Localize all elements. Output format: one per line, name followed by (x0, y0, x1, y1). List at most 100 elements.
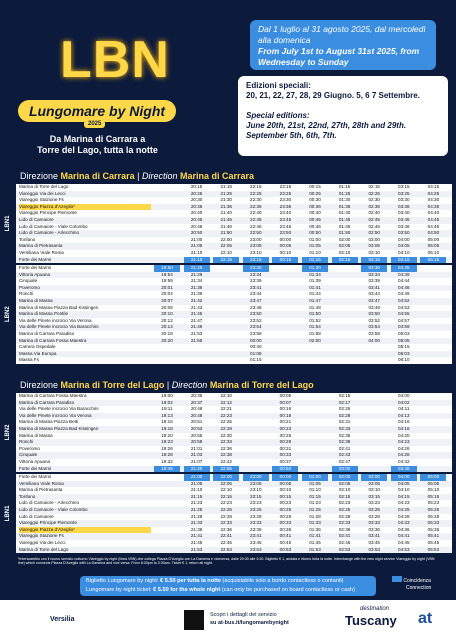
label-en: Direction (171, 380, 208, 390)
stop-name: Marina di Massa Pontile (19, 311, 69, 317)
footer: Versilia Scopri i dettagli del servizio … (0, 600, 456, 640)
departure-time: 22:00 (220, 236, 232, 242)
departure-time: 00:07 (279, 399, 292, 405)
timetable: Forte dei Marmi 21:00 22:00 23:00 00:00 01:00… (16, 474, 452, 554)
departure-time: 01:48 (309, 304, 321, 310)
timetable-row: Viareggio Piazza d'Azeglio* 21:36 22:36 23:… (16, 526, 452, 534)
departure-time: 01:15 (338, 184, 351, 189)
timetable-row: Massa Fs 01:15 06:10 (16, 357, 452, 364)
departure-time: 00:15 (279, 493, 292, 499)
timetable-row: Viareggio Via dei Lecci 21:45 22:45 23:45 00… (16, 540, 452, 547)
departure-time: 02:05 (338, 243, 351, 249)
timetable-row: Via delle Pinete incrocio Via Verona 19:1… (16, 412, 452, 420)
ticket-en: Lungomare by night ticket: € 5.50 for th… (86, 586, 370, 595)
stop-name: Marina di Carrara Paradiso (19, 399, 75, 405)
timetable-row: Marina di Torre del Lago 21:53 22:53 23:53 0… (16, 546, 452, 554)
stop-name: Via delle Pinete incrocio Via Baracchini (19, 406, 99, 412)
departure-time: 04:59 (398, 324, 410, 330)
departure-time: 04:28 (398, 452, 410, 458)
departure-time: 23:58 (250, 331, 262, 336)
departure-time: 21:25 (183, 265, 210, 272)
timetable-row: Via delle Pinete incrocio Via Baracchini… (16, 406, 452, 413)
departure-time: 23:40 (279, 210, 292, 216)
timetable-row: Ronchi 20:04 21:39 23:44 01:44 03:44 04:49 (16, 291, 452, 298)
timetable-row: Lido di Camaiore 21:28 22:28 23:28 00:28 01:2… (16, 513, 452, 521)
departure-time: 22:45 (250, 217, 262, 222)
timetable-row: Lido di Camaiore - Arlecchino 20:50 21:50 2… (16, 230, 452, 237)
departure-time: 23:10 (250, 487, 262, 493)
price: € 5.50 for the whole night (153, 587, 221, 593)
departure-time: 00:30 (309, 197, 321, 203)
departure-time: 20:25 (190, 190, 203, 196)
stop-name: Poveromo (19, 445, 40, 451)
departure-time: 22:21 (220, 406, 232, 412)
departure-time: 01:36 (338, 203, 351, 209)
departure-time: 19:26 (161, 445, 173, 451)
departure-time: 00:50 (309, 230, 321, 236)
legend-it: Coincidenza (403, 578, 431, 584)
departure-time: 01:10 (309, 250, 321, 255)
departure-time: 00:15 (309, 184, 321, 189)
departure-time: 22:53 (220, 546, 232, 552)
departure-time: 03:25 (398, 190, 410, 196)
departure-time: 05:45 (427, 540, 440, 545)
departure-time: 02:10 (338, 250, 351, 255)
departure-time: 00:37 (279, 459, 292, 464)
departure-time: 05:25 (427, 507, 440, 512)
logo-text: Versilia (50, 616, 75, 623)
departure-time: 23:00 (242, 474, 269, 481)
section-title: Direzione Marina di Torre del Lago | Dir… (0, 379, 456, 391)
departure-time: 04:18 (398, 426, 410, 431)
departure-time: 21:50 (220, 230, 232, 236)
departure-time: 04:35 (390, 265, 417, 272)
departure-time: 20:46 (190, 223, 203, 229)
departure-time: 03:15 (361, 256, 388, 264)
stop-name: Via delle Pinete incrocio Via Verona (19, 412, 92, 418)
url: su at-bus.it/lungomarebynight (210, 620, 289, 626)
line-label: LBN1 (2, 474, 14, 554)
stop-name: Marina di Carrara Fossa Maestra (19, 337, 87, 343)
stop-name: Via delle Pinete incrocio Via Verona (19, 317, 92, 323)
departure-time: 02:15 (368, 184, 380, 189)
departure-time: 03:05 (368, 243, 380, 249)
departure-time: 05:23 (427, 500, 440, 506)
departure-time: 21:00 (190, 236, 203, 242)
departure-time: 02:10 (338, 487, 351, 493)
departure-time: 19:11 (161, 406, 173, 412)
departure-time: 22:28 (220, 513, 232, 519)
departure-time: 23:46 (279, 223, 292, 229)
departure-time: 20:07 (161, 298, 173, 303)
timetable-row: Cinquale 19:59 21:34 23:39 01:39 03:39 04:44 (16, 278, 452, 285)
departure-time: 05:05 (427, 243, 440, 249)
departure-time: 02:43 (338, 452, 351, 458)
departure-time: 05:05 (398, 337, 410, 343)
departure-time: 21:05 (190, 480, 203, 486)
departure-time: 20:10 (161, 311, 173, 317)
departure-time: 03:50 (368, 311, 380, 317)
departure-time: 04:46 (427, 223, 440, 229)
departure-time: 20:14 (161, 324, 173, 330)
departure-time: 04:25 (427, 190, 440, 196)
special-title: Edizioni speciali: (246, 81, 311, 90)
stop-name: Forte dei Marmi (19, 265, 52, 270)
departure-time: 02:15 (338, 493, 351, 499)
timetable-row: Marina di Carrara Paradiso 19:02 20:37 22:1… (16, 399, 452, 407)
departure-time: 22:38 (220, 452, 232, 458)
departure-time: 20:01 (161, 284, 173, 290)
departure-time: 23:45 (250, 540, 262, 545)
timetable-row: Viareggio Stazione Fs 20:30 21:30 22:30 23:3… (16, 197, 452, 204)
stop-name: Versiliana Viale Roma (19, 480, 64, 486)
departure-time: 04:45 (427, 217, 440, 222)
timetable-row: Forte dei Marmi 19:50 21:25 23:30 01:30 03:30… (16, 265, 452, 272)
timetable-row: Cinquale 19:28 21:03 22:38 00:33 02:43 04:28 (16, 452, 452, 459)
departure-time: 03:34 (368, 271, 380, 277)
departure-time: 21:40 (220, 210, 232, 216)
departure-time: 00:36 (309, 203, 321, 209)
departure-time: 03:39 (368, 278, 380, 284)
label-en: Direction (141, 171, 178, 181)
stop-name: Versiliana Viale Roma (19, 250, 64, 255)
departure-time: 03:10 (368, 250, 380, 255)
departure-time: 00:45 (279, 540, 292, 545)
timetable-row: Tonfano 21:15 22:15 23:15 00:15 01:15 02:15 03:… (16, 493, 452, 501)
